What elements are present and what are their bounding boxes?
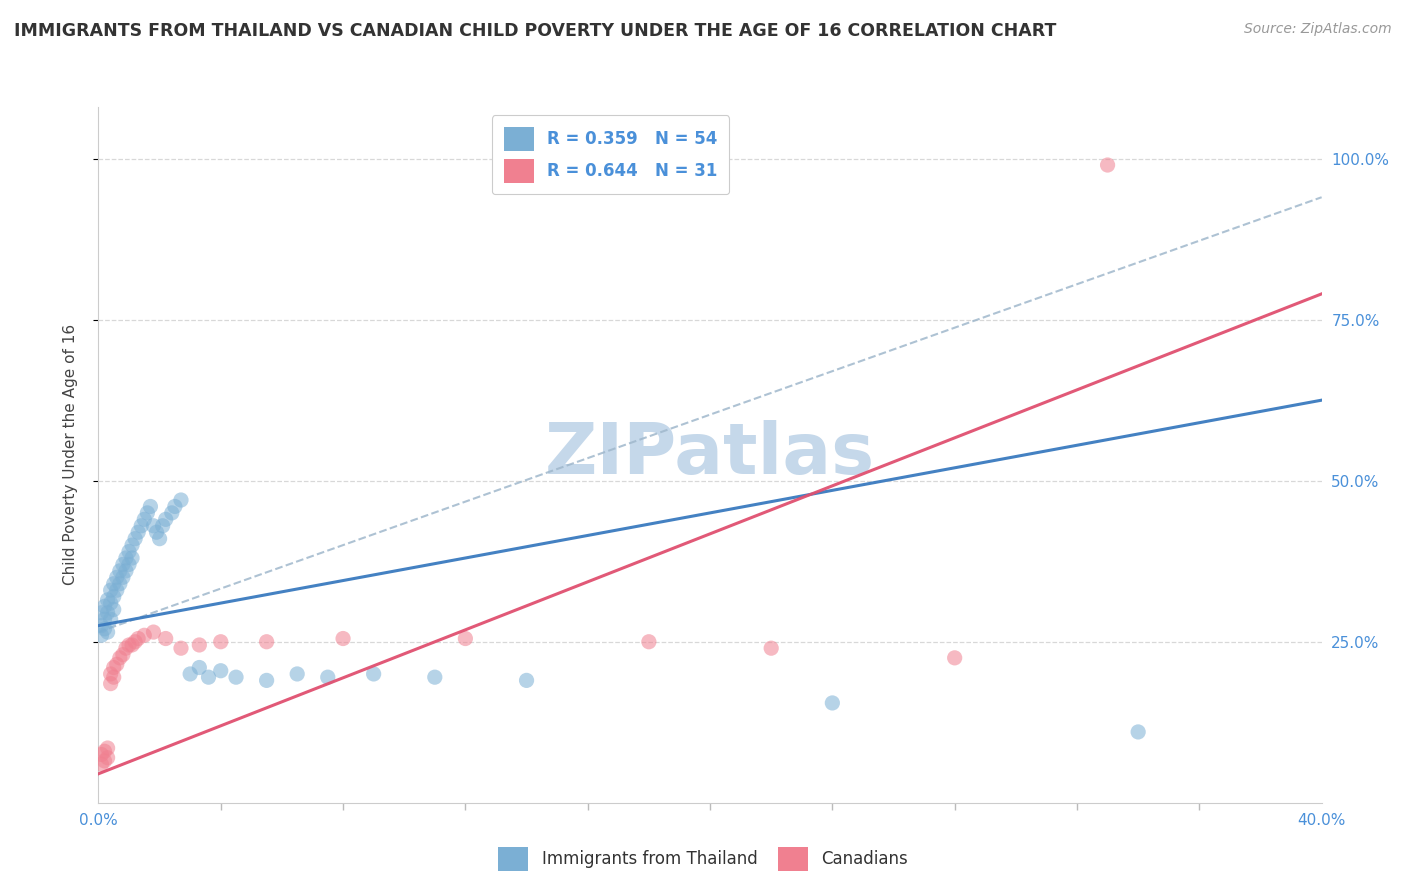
Point: [93, 744, 115, 758]
Point: [111, 558, 134, 572]
Point: [97, 592, 120, 607]
Point: [97, 625, 120, 640]
Point: [145, 525, 167, 540]
Point: [97, 606, 120, 620]
Point: [209, 664, 232, 678]
Point: [103, 602, 125, 616]
Point: [124, 634, 146, 648]
Point: [100, 583, 122, 598]
Point: [100, 612, 122, 626]
Point: [100, 667, 122, 681]
Point: [943, 651, 966, 665]
Point: [108, 576, 131, 591]
Point: [127, 525, 149, 540]
Point: [111, 648, 134, 662]
Point: [1128, 725, 1150, 739]
Legend: Immigrants from Thailand, Canadians: Immigrants from Thailand, Canadians: [491, 839, 915, 880]
Point: [105, 570, 128, 584]
Point: [103, 576, 125, 591]
Point: [118, 544, 141, 558]
Point: [637, 634, 661, 648]
Point: [155, 632, 177, 646]
Point: [90, 628, 112, 642]
Point: [90, 618, 112, 632]
Point: [118, 638, 141, 652]
Point: [139, 500, 162, 514]
Point: [97, 750, 120, 764]
Point: [115, 564, 138, 578]
Point: [423, 670, 446, 684]
Point: [121, 551, 143, 566]
Y-axis label: Child Poverty Under the Age of 16: Child Poverty Under the Age of 16: [63, 325, 77, 585]
Point: [759, 641, 782, 656]
Point: [256, 673, 278, 688]
Point: [134, 628, 156, 642]
Point: [124, 532, 146, 546]
Point: [103, 660, 125, 674]
Point: [152, 518, 174, 533]
Point: [93, 622, 115, 636]
Point: [142, 625, 165, 640]
Point: [93, 754, 115, 768]
Point: [129, 518, 152, 533]
Point: [100, 676, 122, 690]
Point: [103, 670, 125, 684]
Point: [285, 667, 308, 681]
Point: [136, 506, 159, 520]
Point: [1097, 158, 1119, 172]
Point: [105, 583, 128, 598]
Point: [197, 670, 219, 684]
Point: [105, 657, 128, 672]
Point: [516, 673, 538, 688]
Point: [225, 670, 247, 684]
Point: [97, 741, 120, 756]
Point: [170, 493, 193, 508]
Point: [121, 638, 143, 652]
Point: [115, 551, 138, 566]
Point: [108, 651, 131, 665]
Point: [149, 532, 172, 546]
Text: ZIPatlas: ZIPatlas: [546, 420, 875, 490]
Point: [134, 512, 156, 526]
Point: [332, 632, 354, 646]
Point: [93, 612, 115, 626]
Point: [108, 564, 131, 578]
Point: [111, 570, 134, 584]
Point: [179, 667, 201, 681]
Point: [188, 638, 211, 652]
Point: [163, 500, 186, 514]
Text: Source: ZipAtlas.com: Source: ZipAtlas.com: [1244, 22, 1392, 37]
Point: [93, 599, 115, 614]
Point: [209, 634, 232, 648]
Point: [316, 670, 339, 684]
Point: [256, 634, 278, 648]
Point: [90, 757, 112, 772]
Point: [100, 596, 122, 610]
Point: [90, 606, 112, 620]
Point: [118, 558, 141, 572]
Point: [155, 512, 177, 526]
Text: IMMIGRANTS FROM THAILAND VS CANADIAN CHILD POVERTY UNDER THE AGE OF 16 CORRELATI: IMMIGRANTS FROM THAILAND VS CANADIAN CHI…: [14, 22, 1056, 40]
Legend: R = 0.359   N = 54, R = 0.644   N = 31: R = 0.359 N = 54, R = 0.644 N = 31: [492, 115, 730, 194]
Point: [188, 660, 211, 674]
Point: [103, 590, 125, 604]
Point: [121, 538, 143, 552]
Point: [170, 641, 193, 656]
Point: [821, 696, 844, 710]
Point: [90, 747, 112, 762]
Point: [115, 641, 138, 656]
Point: [363, 667, 385, 681]
Point: [160, 506, 183, 520]
Point: [142, 518, 165, 533]
Point: [127, 632, 149, 646]
Point: [454, 632, 477, 646]
